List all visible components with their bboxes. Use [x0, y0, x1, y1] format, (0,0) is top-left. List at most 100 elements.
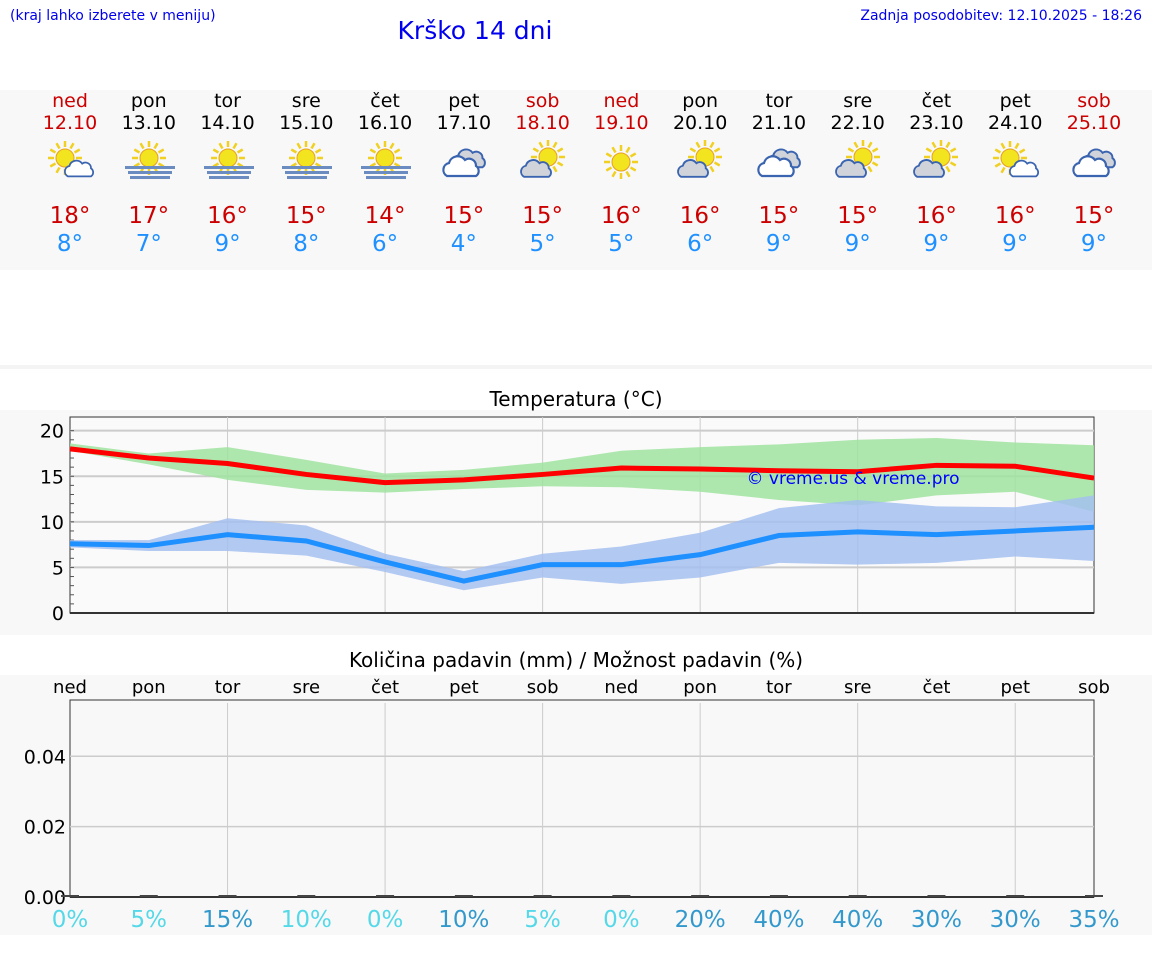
- min-range-band: [70, 495, 1094, 591]
- day-column: sob 18.10 15° 5°: [503, 90, 583, 258]
- max-temp: 15°: [837, 203, 879, 229]
- precip-bar: [454, 895, 473, 897]
- day-label: sob: [527, 677, 559, 698]
- day-column: ned 12.10 18° 8°: [30, 90, 110, 258]
- cloudy-icon: [439, 140, 489, 184]
- max-temp: 15°: [285, 203, 327, 229]
- cloudy-icon: [1069, 140, 1119, 184]
- min-temp: 6°: [687, 231, 714, 257]
- sun-fog-icon: [281, 140, 333, 184]
- cloud-sun-icon: [833, 140, 883, 184]
- day-column: sre 15.10 15° 8°: [266, 90, 346, 258]
- day-date: 12.10: [42, 112, 98, 134]
- y-tick-label: 0.02: [24, 817, 66, 839]
- day-date: 15.10: [279, 112, 334, 134]
- max-temp: 15°: [758, 203, 800, 229]
- day-column: čet 16.10 14° 6°: [345, 90, 425, 258]
- precip-probability: 5%: [131, 907, 168, 933]
- daily-forecast: ned 12.10 18° 8° pon 13.10 17° 7° tor 14.1…: [0, 90, 1152, 270]
- day-label: čet: [371, 677, 399, 698]
- y-tick-label: 5: [52, 557, 64, 579]
- sun-fog-icon: [360, 140, 412, 184]
- precip-bar: [612, 895, 631, 897]
- max-temp: 16°: [679, 203, 721, 229]
- day-column: ned 19.10 16° 5°: [581, 90, 661, 258]
- max-temp: 16°: [207, 203, 248, 229]
- day-name: čet: [921, 90, 952, 112]
- divider: [0, 365, 1152, 369]
- day-label: pon: [132, 677, 166, 698]
- day-date: 19.10: [594, 112, 649, 134]
- max-temp: 15°: [522, 203, 563, 229]
- day-date: 16.10: [357, 112, 413, 134]
- day-date: 18.10: [515, 112, 570, 134]
- precip-bar: [139, 895, 158, 897]
- day-label: ned: [53, 677, 87, 698]
- y-tick-label: 10: [40, 512, 64, 534]
- day-column: čet 23.10 16° 9°: [896, 90, 976, 258]
- location-hint: (kraj lahko izberete v meniju): [10, 8, 216, 24]
- min-temp-line: [69, 524, 1095, 584]
- cloudy-icon: [754, 140, 804, 184]
- day-label: tor: [766, 677, 792, 698]
- min-temp: 5°: [608, 231, 635, 257]
- max-temp: 14°: [364, 203, 406, 229]
- cloud-sun-icon: [518, 140, 568, 184]
- precip-probability: 0%: [52, 907, 89, 933]
- day-date: 21.10: [751, 112, 807, 134]
- y-tick-label: 20: [40, 421, 64, 443]
- day-label: sob: [1078, 677, 1110, 698]
- day-label: sre: [293, 677, 320, 698]
- precip-bar: [927, 895, 946, 897]
- precip-bar: [297, 895, 316, 897]
- day-date: 24.10: [988, 112, 1043, 134]
- day-name: sob: [1077, 90, 1111, 112]
- day-label: pet: [449, 677, 479, 698]
- day-name: tor: [765, 90, 793, 112]
- precipitation-chart-title: Količina padavin (mm) / Možnost padavin …: [348, 648, 804, 672]
- day-column: tor 14.10 16° 9°: [188, 90, 268, 258]
- min-temp: 5°: [529, 231, 556, 257]
- day-date: 25.10: [1066, 112, 1122, 134]
- day-name: pon: [130, 90, 167, 112]
- cloud-sun-icon: [911, 140, 961, 184]
- precip-probability: 35%: [1068, 907, 1119, 933]
- max-temp: 15°: [1073, 203, 1115, 229]
- max-temp: 16°: [994, 203, 1036, 229]
- max-temp-line: [69, 446, 1095, 486]
- min-temp: 4°: [450, 231, 477, 257]
- min-temp: 9°: [214, 231, 241, 257]
- precip-probability: 5%: [524, 907, 561, 933]
- day-date: 17.10: [436, 112, 492, 134]
- precip-probability: 0%: [603, 907, 640, 933]
- day-column: sob 25.10 15° 9°: [1054, 90, 1134, 258]
- day-date: 13.10: [121, 112, 176, 134]
- min-temp: 9°: [1002, 231, 1029, 257]
- max-range-band: [70, 437, 1094, 512]
- max-temp: 15°: [443, 203, 485, 229]
- precip-bar: [1006, 895, 1025, 897]
- day-label: tor: [215, 677, 241, 698]
- day-column: tor 21.10 15° 9°: [739, 90, 819, 258]
- precip-probability: 10%: [438, 907, 489, 933]
- max-temp: 18°: [49, 203, 91, 229]
- precip-bar: [769, 895, 788, 897]
- min-temp: 8°: [293, 231, 320, 257]
- y-tick-label: 0.04: [24, 746, 66, 768]
- precip-probability: 15%: [202, 907, 253, 933]
- day-name: čet: [370, 90, 400, 112]
- min-temp: 6°: [371, 231, 399, 257]
- sun-fog-icon: [124, 140, 175, 184]
- last-updated: Zadnja posodobitev: 12.10.2025 - 18:26: [860, 8, 1142, 24]
- precip-bar: [61, 895, 79, 897]
- precip-bar: [691, 895, 710, 897]
- day-name: pet: [999, 90, 1031, 112]
- precip-bar: [218, 895, 237, 897]
- day-name: sre: [291, 90, 321, 112]
- sun-fog-icon: [203, 140, 254, 184]
- day-date: 22.10: [830, 112, 885, 134]
- day-label: pon: [683, 677, 717, 698]
- day-label: pet: [1000, 677, 1030, 698]
- min-temp: 9°: [765, 231, 792, 257]
